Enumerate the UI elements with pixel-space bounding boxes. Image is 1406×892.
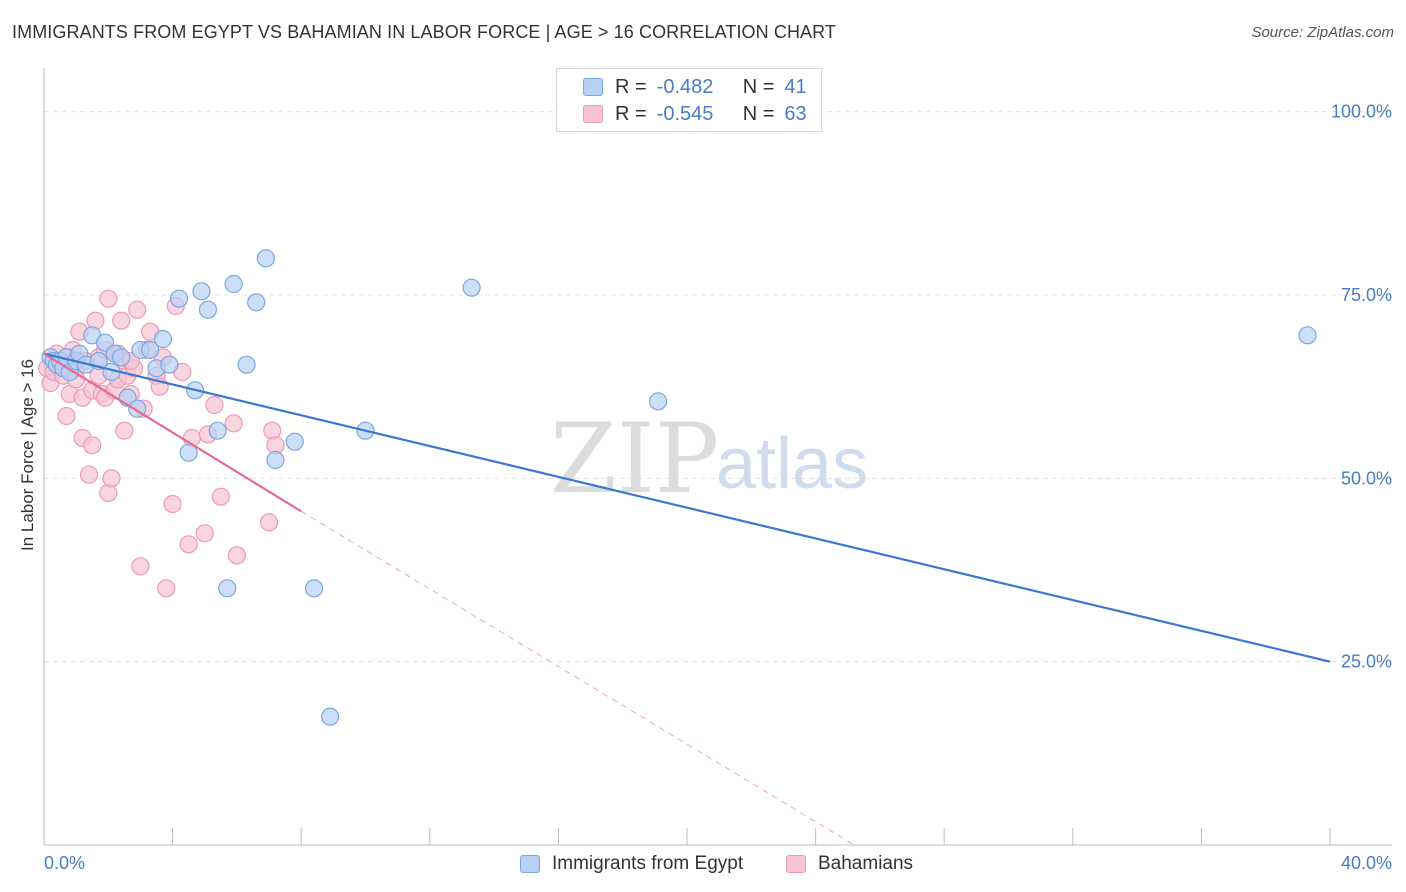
y-tick-labels: 25.0% 50.0% 75.0% 100.0% — [1331, 102, 1392, 672]
bottom-legend-bahamians: Bahamians — [786, 852, 913, 876]
egypt-point — [198, 300, 218, 319]
bahamians-legend-label: Bahamians — [818, 853, 914, 874]
bahamians-point — [179, 535, 198, 554]
egypt-point — [208, 421, 227, 440]
bahamians-swatch — [786, 855, 806, 873]
bahamians-point — [115, 421, 134, 440]
axes — [43, 68, 1392, 846]
egypt-point — [179, 443, 198, 462]
legend-row-egypt: R = -0.482 N = 41 — [583, 75, 807, 99]
egypt-point — [140, 340, 160, 360]
correlation-legend: R = -0.482 N = 41 R = -0.545 N = 63 — [556, 68, 822, 132]
bahamians-point — [79, 465, 99, 484]
legend-row-bahamians: R = -0.545 N = 63 — [583, 102, 807, 126]
egypt-trend-line — [43, 352, 1331, 663]
egypt-point — [160, 355, 179, 374]
egypt-point — [247, 293, 266, 312]
bahamians-point — [102, 469, 121, 488]
bahamians-point — [99, 289, 118, 308]
y-axis-label: In Labor Force | Age > 16 — [18, 359, 37, 551]
y-tick-label: 100.0% — [1331, 102, 1392, 122]
legend-n-label: N = — [742, 102, 775, 125]
legend-n-label: N = — [742, 75, 775, 98]
egypt-point — [648, 392, 668, 411]
bahamians-point — [86, 311, 105, 330]
bahamians-point — [128, 300, 147, 319]
bahamians-point — [205, 395, 224, 415]
bahamians-point — [83, 436, 102, 455]
bahamians-point — [163, 494, 182, 514]
y-tick-label: 50.0% — [1341, 468, 1392, 488]
egypt-swatch — [520, 855, 540, 873]
grid-lines — [44, 111, 1392, 663]
legend-r-value: -0.482 — [656, 75, 714, 98]
egypt-point — [153, 329, 173, 349]
egypt-point — [218, 579, 237, 598]
x-tick-labels: 0.0% 40.0% — [44, 853, 1392, 873]
egypt-point — [285, 432, 304, 451]
bahamians-point — [112, 311, 131, 330]
bahamians-point — [224, 414, 243, 433]
egypt-point — [169, 289, 189, 308]
egypt-points — [41, 249, 1317, 726]
bahamians-point — [157, 579, 176, 598]
egypt-point — [304, 579, 324, 598]
bahamians-point — [131, 557, 150, 576]
egypt-swatch — [583, 78, 603, 96]
bahamians-point — [263, 421, 282, 440]
bahamians-point — [195, 524, 214, 543]
egypt-point — [1298, 326, 1317, 345]
y-tick-label: 75.0% — [1341, 285, 1392, 305]
bahamians-point — [99, 483, 118, 503]
y-tick-label: 25.0% — [1341, 652, 1392, 672]
egypt-point — [192, 282, 211, 301]
egypt-point — [462, 278, 481, 297]
watermark-atlas: atlas — [716, 424, 868, 504]
bahamians-swatch — [583, 105, 603, 123]
legend-r-label: R = — [615, 75, 647, 98]
legend-r-label: R = — [615, 102, 647, 125]
legend-n-value: 63 — [784, 102, 807, 125]
source-credit: Source: ZipAtlas.com — [1251, 24, 1394, 41]
egypt-point — [266, 450, 285, 470]
chart-title: IMMIGRANTS FROM EGYPT VS BAHAMIAN IN LAB… — [12, 22, 837, 42]
egypt-point — [224, 274, 243, 294]
trend-lines — [43, 352, 1331, 846]
x-tick-label: 40.0% — [1341, 853, 1392, 873]
legend-n-value: 41 — [784, 75, 807, 98]
egypt-point — [256, 249, 275, 268]
watermark-zip: ZIP — [550, 403, 719, 515]
bahamians-trend-line — [43, 352, 302, 513]
egypt-point — [112, 348, 131, 367]
egypt-point — [237, 355, 256, 374]
legend-r-value: -0.545 — [656, 102, 714, 125]
egypt-legend-label: Immigrants from Egypt — [552, 853, 744, 874]
egypt-point — [321, 707, 340, 726]
bahamians-point — [259, 513, 279, 532]
bahamians-trend-line — [300, 510, 855, 846]
bahamians-point — [57, 406, 76, 426]
bottom-legend-egypt: Immigrants from Egypt — [520, 852, 743, 876]
bahamians-point — [227, 546, 246, 565]
bahamians-point — [211, 487, 230, 506]
x-tick-label: 0.0% — [44, 853, 85, 873]
